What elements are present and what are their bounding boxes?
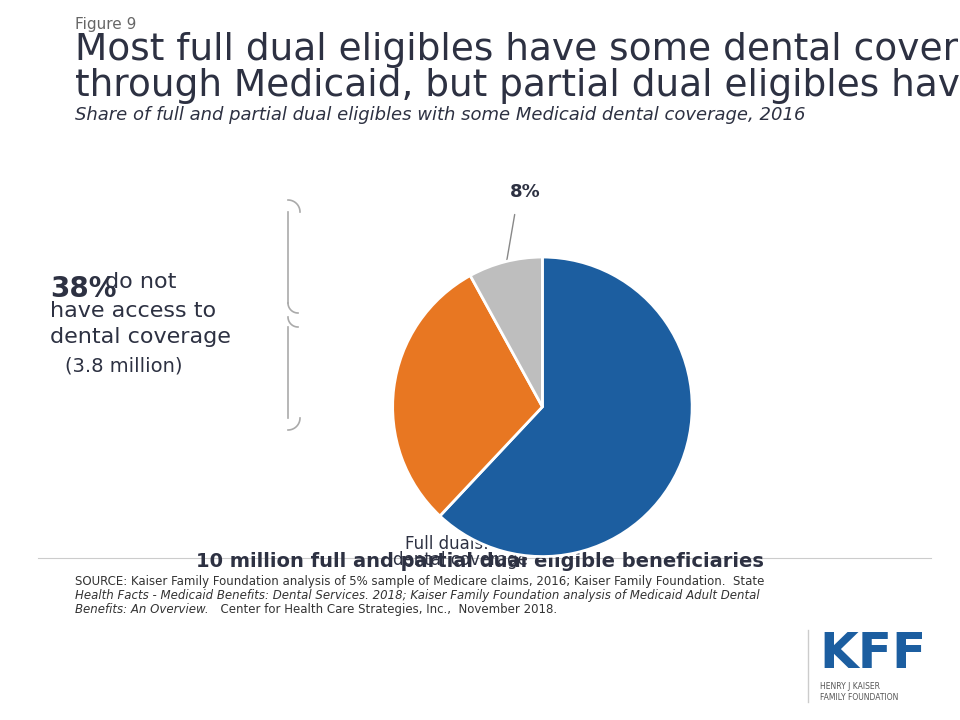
Text: 8%: 8%: [510, 183, 540, 201]
Text: 10 million full and partial dual eligible beneficiaries: 10 million full and partial dual eligibl…: [196, 552, 764, 571]
Text: Most full dual eligibles have some dental coverage: Most full dual eligibles have some denta…: [75, 32, 960, 68]
Text: Partial duals:: Partial duals:: [394, 256, 511, 274]
Text: do not: do not: [105, 272, 177, 292]
Wedge shape: [470, 257, 542, 407]
Text: Figure 9: Figure 9: [75, 17, 136, 32]
Text: Full duals: some: Full duals: some: [585, 320, 731, 338]
Text: 62%: 62%: [633, 356, 683, 377]
Text: Center for Health Care Strategies, Inc.,  November 2018.: Center for Health Care Strategies, Inc.,…: [213, 603, 557, 616]
Text: Full duals: no: Full duals: no: [405, 535, 515, 553]
Text: have access to: have access to: [50, 301, 216, 321]
Wedge shape: [393, 276, 542, 516]
Text: through Medicaid, but partial dual eligibles have none: through Medicaid, but partial dual eligi…: [75, 68, 960, 104]
Text: dental coverage: dental coverage: [50, 327, 230, 347]
Text: Benefits: An Overview.: Benefits: An Overview.: [75, 603, 208, 616]
Text: dental coverage: dental coverage: [584, 338, 731, 356]
Text: no dental: no dental: [409, 274, 494, 292]
Text: 30%: 30%: [427, 311, 477, 331]
Text: HENRY J KAISER
FAMILY FOUNDATION: HENRY J KAISER FAMILY FOUNDATION: [820, 682, 899, 702]
Text: SOURCE: Kaiser Family Foundation analysis of 5% sample of Medicare claims, 2016;: SOURCE: Kaiser Family Foundation analysi…: [75, 575, 764, 588]
Text: Health Facts - Medicaid Benefits: Dental Services. 2018; Kaiser Family Foundatio: Health Facts - Medicaid Benefits: Dental…: [75, 589, 759, 602]
Text: KFF: KFF: [820, 630, 927, 678]
Text: coverage: coverage: [410, 292, 493, 310]
Text: Share of full and partial dual eligibles with some Medicaid dental coverage, 201: Share of full and partial dual eligibles…: [75, 106, 805, 124]
Text: dental coverage: dental coverage: [393, 551, 527, 569]
Text: (3.8 million): (3.8 million): [65, 357, 182, 376]
Wedge shape: [440, 257, 692, 557]
Text: 38%: 38%: [50, 275, 116, 303]
